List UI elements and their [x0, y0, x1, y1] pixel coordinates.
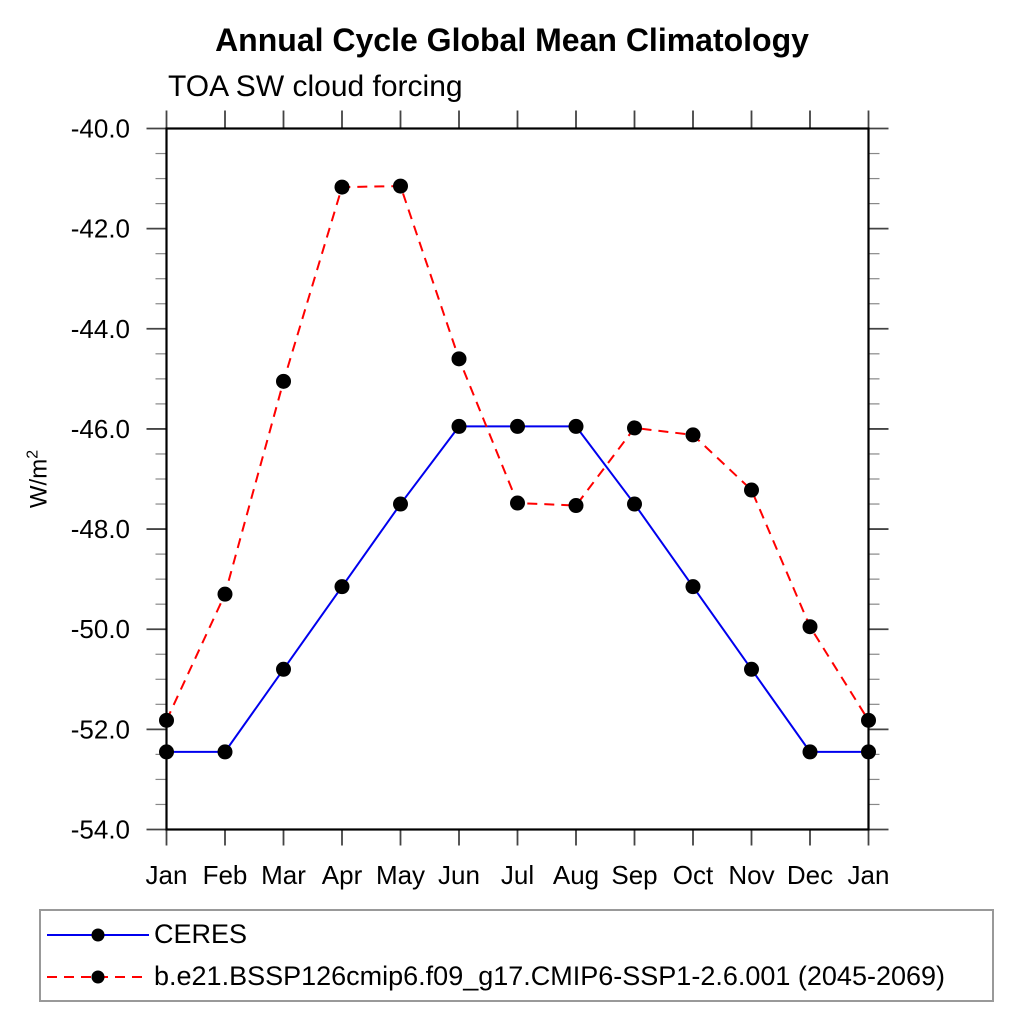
svg-text:-52.0: -52.0 — [71, 714, 130, 744]
ceres-sample-marker — [91, 928, 105, 941]
model-line-sample — [47, 970, 149, 983]
legend: CERES b.e21.BSSP126cmip6.f09_g17.CMIP6-S… — [39, 909, 994, 1002]
ceres-line-sample — [47, 928, 149, 941]
plot-area: Jan Feb Mar Apr May Jun Jul Aug Sep Oct Nov Dec Jan-… — [71, 110, 890, 890]
svg-text:Jan: Jan — [146, 860, 188, 890]
legend-item-model: b.e21.BSSP126cmip6.f09_g17.CMIP6-SSP1-2.… — [45, 958, 992, 996]
svg-text:Nov: Nov — [728, 860, 774, 890]
svg-text:-42.0: -42.0 — [71, 214, 130, 244]
svg-text:Jun: Jun — [438, 860, 480, 890]
svg-text:Sep: Sep — [611, 860, 657, 890]
chart-title: Annual Cycle Global Mean Climatology — [215, 22, 809, 58]
legend-label-ceres: CERES — [154, 919, 248, 949]
svg-text:Dec: Dec — [787, 860, 833, 890]
svg-text:Aug: Aug — [553, 860, 599, 890]
svg-text:Jan: Jan — [848, 860, 890, 890]
svg-text:-50.0: -50.0 — [71, 614, 130, 644]
svg-text:Apr: Apr — [322, 860, 363, 890]
svg-text:-40.0: -40.0 — [71, 114, 130, 144]
svg-text:Oct: Oct — [673, 860, 714, 890]
svg-text:Mar: Mar — [261, 860, 306, 890]
svg-text:-48.0: -48.0 — [71, 514, 130, 544]
svg-text:Jul: Jul — [501, 860, 534, 890]
svg-text:-54.0: -54.0 — [71, 815, 130, 845]
legend-label-model: b.e21.BSSP126cmip6.f09_g17.CMIP6-SSP1-2.… — [154, 961, 946, 991]
legend-item-ceres: CERES — [45, 916, 992, 954]
svg-text:-46.0: -46.0 — [71, 414, 130, 444]
model-sample-marker — [91, 970, 105, 983]
svg-text:Feb: Feb — [203, 860, 248, 890]
svg-text:May: May — [376, 860, 425, 890]
svg-text:-44.0: -44.0 — [71, 314, 130, 344]
chart-subtitle: TOA SW cloud forcing — [168, 70, 463, 103]
